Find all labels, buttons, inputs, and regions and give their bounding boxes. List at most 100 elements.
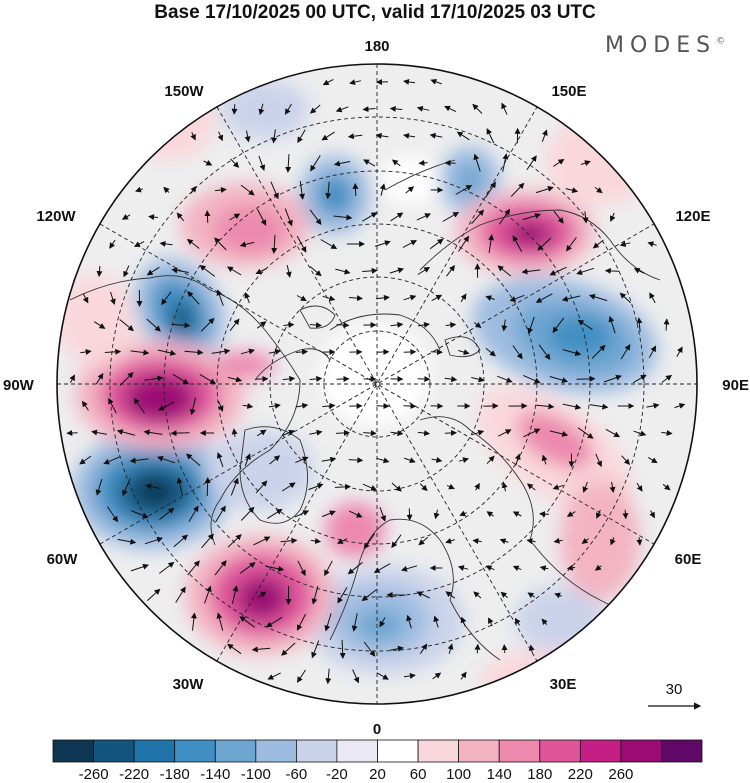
wind-arrow <box>582 481 589 493</box>
wind-arrow <box>337 538 348 544</box>
wind-arrow <box>374 240 391 247</box>
wind-arrow <box>173 534 189 548</box>
wind-arrow <box>333 160 351 167</box>
wind-arrow <box>416 213 432 221</box>
map-title: Base 17/10/2025 00 UTC, valid 17/10/2025… <box>154 2 596 23</box>
wind-arrow <box>485 565 495 572</box>
lon-label-0: 0 <box>373 721 381 738</box>
wind-arrow <box>244 130 251 143</box>
wind-arrow <box>109 239 116 249</box>
wind-arrow <box>214 186 227 193</box>
wind-arrow <box>265 616 283 628</box>
wind-arrow <box>596 509 602 519</box>
wind-arrow <box>309 429 323 436</box>
wind-arrow <box>621 455 631 466</box>
wind-arrow <box>417 430 431 437</box>
wind-arrow <box>419 643 428 654</box>
pos-russia-anomaly <box>476 386 640 600</box>
wind-arrow <box>217 131 224 142</box>
wind-arrow <box>325 181 332 200</box>
wind-arrow <box>190 185 197 194</box>
wind-arrow <box>171 267 189 274</box>
wind-arrow <box>282 375 296 382</box>
wind-arrow <box>488 234 495 253</box>
wind-arrow <box>285 154 292 173</box>
wind-arrow <box>82 293 89 304</box>
graticule <box>57 64 697 704</box>
wind-arrow <box>309 266 322 277</box>
wind-arrow <box>588 293 608 302</box>
wind-arrow <box>146 266 160 276</box>
wind-arrow <box>576 375 596 382</box>
colorbar-tick-label: -180 <box>160 766 190 783</box>
wind-arrow <box>310 155 321 172</box>
wind-arrow <box>501 319 508 332</box>
wind-arrow <box>157 349 177 356</box>
wind-arrow <box>296 295 307 301</box>
wind-arrow <box>609 481 616 493</box>
wind-arrow <box>256 321 267 329</box>
lon-label-120w: 120W <box>36 208 76 225</box>
wind-arrow <box>285 264 292 278</box>
wind-arrow <box>267 672 281 680</box>
wind-arrow <box>608 315 616 334</box>
wind-arrow <box>577 319 593 331</box>
wind-arrow <box>486 128 495 144</box>
wind-arrow <box>204 477 211 497</box>
wind-arrow <box>146 318 161 332</box>
wind-arrow <box>349 79 362 86</box>
wind-arrow <box>553 158 565 167</box>
wind-arrow <box>589 403 609 410</box>
wind-arrow <box>649 292 656 304</box>
wind-arrow <box>144 375 164 382</box>
wind-arrow <box>514 453 521 466</box>
wind-arrow <box>133 397 146 414</box>
wind-arrow <box>187 290 200 305</box>
wind-arrow <box>176 477 183 496</box>
wind-arrow <box>501 102 508 115</box>
wind-arrow <box>390 321 404 328</box>
map-border <box>56 63 698 705</box>
wind-arrow <box>296 669 306 683</box>
colorbar-swatch <box>417 739 460 763</box>
wind-arrow <box>216 289 224 306</box>
reference-vector: 30 <box>648 681 702 710</box>
wind-arrow <box>473 591 482 599</box>
wind-arrow <box>80 348 92 355</box>
wind-arrow <box>416 105 430 112</box>
wind-arrow <box>647 456 658 464</box>
colorbar-swatch <box>579 739 622 763</box>
wind-arrow <box>401 565 418 572</box>
wind-arrow <box>308 483 324 491</box>
wind-arrow <box>594 564 602 571</box>
wind-arrow <box>535 186 554 194</box>
neg-alaska-anomaly <box>134 257 226 363</box>
lon-label-60w: 60W <box>47 551 79 568</box>
wind-arrow <box>471 429 485 436</box>
wind-arrow <box>379 507 387 522</box>
wind-arrow <box>458 349 470 355</box>
wind-arrow <box>403 403 417 410</box>
wind-arrow <box>499 538 509 545</box>
wind-arrow <box>145 483 162 490</box>
lon-label-90e: 90E <box>722 377 749 394</box>
wind-arrow <box>562 349 582 356</box>
pos-westcanada-anomaly <box>57 275 135 365</box>
wind-arrow <box>445 322 457 329</box>
wind-arrow <box>351 613 358 632</box>
wind-arrow <box>526 538 536 545</box>
wind-arrow <box>445 537 455 544</box>
wind-arrow <box>676 346 683 357</box>
wind-arrow <box>352 182 359 197</box>
wind-arrow <box>297 129 306 144</box>
wind-arrow <box>352 669 360 684</box>
wind-arrow <box>539 565 549 572</box>
wind-arrow <box>404 457 416 464</box>
wind-arrow <box>253 536 271 546</box>
colorbar-swatch <box>498 739 541 763</box>
wind-arrow <box>405 186 415 194</box>
wind-arrow <box>266 508 283 520</box>
wind-arrow <box>537 237 552 251</box>
wind-arrow <box>295 402 309 409</box>
